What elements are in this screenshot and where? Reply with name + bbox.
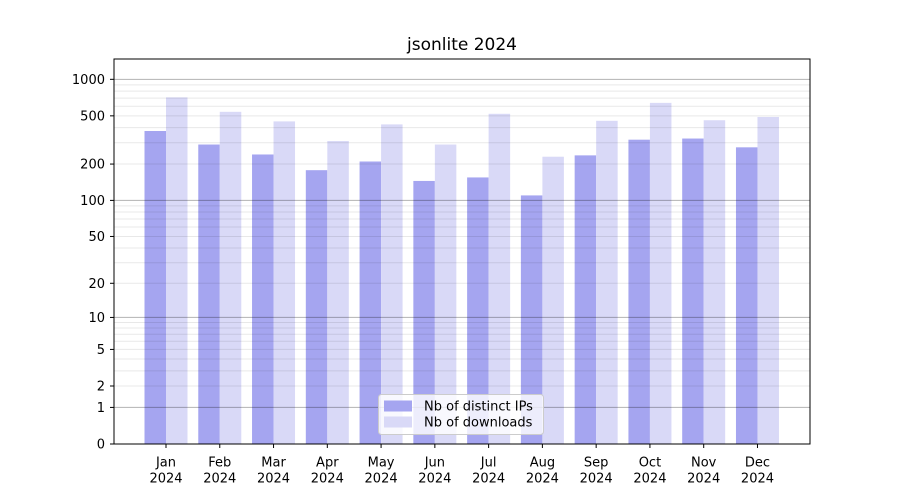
bar-distinct-ips-jul bbox=[467, 177, 489, 444]
y-tick-label-1: 1 bbox=[97, 401, 105, 416]
x-tick-label-year-jun: 2024 bbox=[418, 472, 451, 487]
x-tick-label-month-may: May bbox=[368, 456, 395, 471]
x-tick-label-year-aug: 2024 bbox=[526, 472, 559, 487]
x-tick-label-year-oct: 2024 bbox=[633, 472, 666, 487]
x-tick-label-year-apr: 2024 bbox=[311, 472, 344, 487]
bar-distinct-ips-aug bbox=[520, 195, 543, 444]
x-tick-label-month-aug: Aug bbox=[530, 456, 555, 471]
x-tick-label-year-may: 2024 bbox=[365, 472, 398, 487]
y-tick-label-100: 100 bbox=[80, 194, 105, 209]
x-tick-label-year-feb: 2024 bbox=[203, 472, 236, 487]
x-tick-label-month-jun: Jun bbox=[424, 456, 445, 471]
bar-distinct-ips-may bbox=[359, 161, 382, 444]
y-tick-label-5: 5 bbox=[97, 343, 105, 358]
bar-downloads-dec bbox=[757, 116, 779, 445]
bar-downloads-jan bbox=[166, 97, 188, 444]
bar-distinct-ips-nov bbox=[682, 138, 704, 445]
x-tick-label-month-apr: Apr bbox=[316, 456, 339, 471]
bar-downloads-mar bbox=[273, 121, 296, 445]
bar-downloads-sep bbox=[596, 120, 618, 444]
bar-downloads-aug bbox=[542, 156, 564, 444]
bar-distinct-ips-mar bbox=[252, 154, 274, 445]
x-tick-label-month-jul: Jul bbox=[480, 456, 497, 471]
y-tick-label-0: 0 bbox=[97, 438, 105, 453]
bar-distinct-ips-jun bbox=[413, 180, 435, 444]
x-tick-label-month-feb: Feb bbox=[208, 456, 231, 471]
legend-box bbox=[378, 394, 544, 435]
legend-label-distinct-ips: Nb of distinct IPs bbox=[424, 400, 533, 415]
grid-layer bbox=[114, 78, 810, 408]
y-tick-label-20: 20 bbox=[88, 277, 105, 292]
bar-distinct-ips-feb bbox=[198, 144, 220, 444]
bar-downloads-apr bbox=[327, 141, 349, 444]
x-tick-label-year-jul: 2024 bbox=[472, 472, 505, 487]
x-tick-label-month-sep: Sep bbox=[584, 456, 609, 471]
x-tick-label-year-nov: 2024 bbox=[687, 472, 720, 487]
bar-distinct-ips-dec bbox=[735, 147, 758, 444]
bar-distinct-ips-apr bbox=[305, 170, 328, 444]
bar-distinct-ips-sep bbox=[574, 155, 597, 444]
legend-label-downloads: Nb of downloads bbox=[424, 416, 533, 431]
bar-distinct-ips-oct bbox=[628, 139, 650, 444]
x-tick-label-month-oct: Oct bbox=[639, 456, 661, 471]
x-tick-label-month-mar: Mar bbox=[261, 456, 286, 471]
bars-layer bbox=[144, 97, 779, 445]
legend: Nb of distinct IPs Nb of downloads bbox=[378, 394, 544, 435]
x-tick-label-month-nov: Nov bbox=[691, 456, 717, 471]
y-tick-label-10: 10 bbox=[88, 311, 105, 326]
bar-downloads-feb bbox=[219, 111, 242, 445]
x-tick-label-month-jan: Jan bbox=[155, 456, 176, 471]
legend-swatch-downloads bbox=[384, 416, 412, 428]
axes-layer: 01251020501002005001000Jan2024Feb2024Mar… bbox=[72, 58, 811, 487]
x-tick-label-year-jan: 2024 bbox=[149, 472, 182, 487]
x-tick-label-year-dec: 2024 bbox=[741, 472, 774, 487]
legend-swatch-distinct-ips bbox=[384, 400, 412, 412]
y-tick-label-1000: 1000 bbox=[72, 73, 105, 88]
chart-title: jsonlite 2024 bbox=[406, 35, 517, 55]
bar-downloads-jun bbox=[434, 144, 457, 444]
y-tick-label-500: 500 bbox=[80, 109, 105, 124]
bar-downloads-nov bbox=[703, 120, 726, 444]
bar-distinct-ips-jan bbox=[144, 131, 166, 444]
x-tick-label-month-dec: Dec bbox=[745, 456, 770, 471]
y-tick-label-200: 200 bbox=[80, 158, 105, 173]
x-tick-label-year-mar: 2024 bbox=[257, 472, 290, 487]
x-tick-label-year-sep: 2024 bbox=[580, 472, 613, 487]
bar-downloads-may bbox=[381, 124, 403, 444]
bar-downloads-jul bbox=[488, 113, 511, 444]
plot-border bbox=[113, 58, 811, 445]
y-tick-label-2: 2 bbox=[97, 380, 105, 395]
bar-downloads-oct bbox=[649, 102, 672, 444]
y-tick-label-50: 50 bbox=[88, 230, 105, 245]
